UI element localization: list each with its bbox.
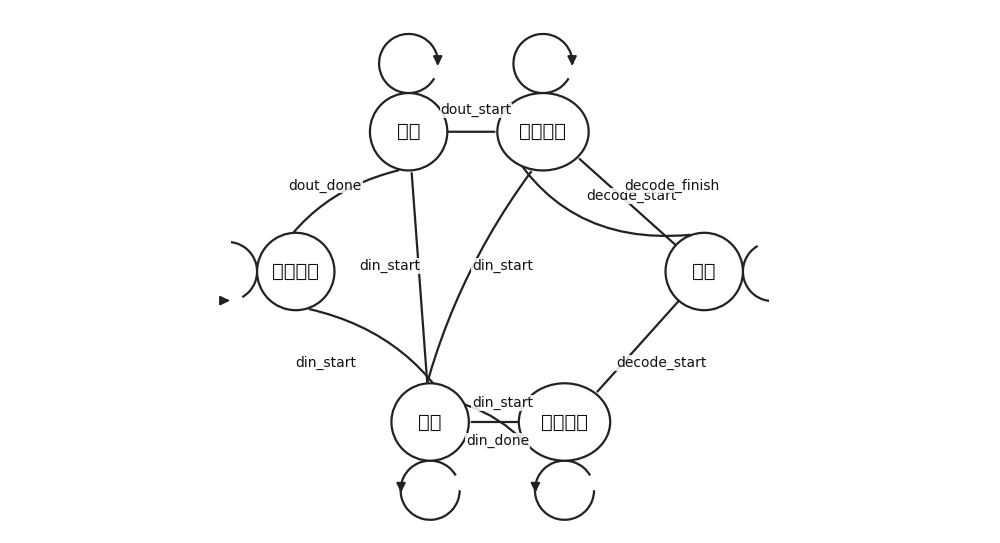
FancyArrowPatch shape <box>580 159 730 293</box>
FancyArrowPatch shape <box>310 309 464 432</box>
Text: 初始状态: 初始状态 <box>272 262 319 281</box>
Text: din_start: din_start <box>472 259 533 273</box>
Text: din_done: din_done <box>466 434 529 448</box>
Text: dout_start: dout_start <box>440 103 511 117</box>
Text: din_start: din_start <box>359 259 420 273</box>
Text: din_start: din_start <box>472 396 533 411</box>
Ellipse shape <box>257 233 334 310</box>
Text: din_start: din_start <box>295 356 356 370</box>
FancyArrowPatch shape <box>597 247 727 392</box>
Ellipse shape <box>391 383 469 460</box>
FancyArrowPatch shape <box>404 394 525 442</box>
Ellipse shape <box>666 233 743 310</box>
Text: 输出: 输出 <box>397 122 420 141</box>
FancyArrowPatch shape <box>412 173 436 456</box>
FancyArrowPatch shape <box>500 130 690 236</box>
FancyArrowPatch shape <box>409 172 531 451</box>
Ellipse shape <box>519 383 610 460</box>
Text: decode_start: decode_start <box>616 356 706 370</box>
Ellipse shape <box>497 93 589 171</box>
Text: 输入完成: 输入完成 <box>541 413 588 432</box>
Text: 译码完成: 译码完成 <box>519 122 566 141</box>
Text: 输入: 输入 <box>418 413 442 432</box>
Text: dout_done: dout_done <box>289 179 362 193</box>
FancyArrowPatch shape <box>472 418 605 426</box>
FancyArrowPatch shape <box>375 128 495 136</box>
Ellipse shape <box>370 93 447 171</box>
Text: decode_start: decode_start <box>586 189 677 203</box>
Text: decode_finish: decode_finish <box>624 179 720 193</box>
FancyArrowPatch shape <box>262 171 398 282</box>
Text: 译码: 译码 <box>692 262 716 281</box>
